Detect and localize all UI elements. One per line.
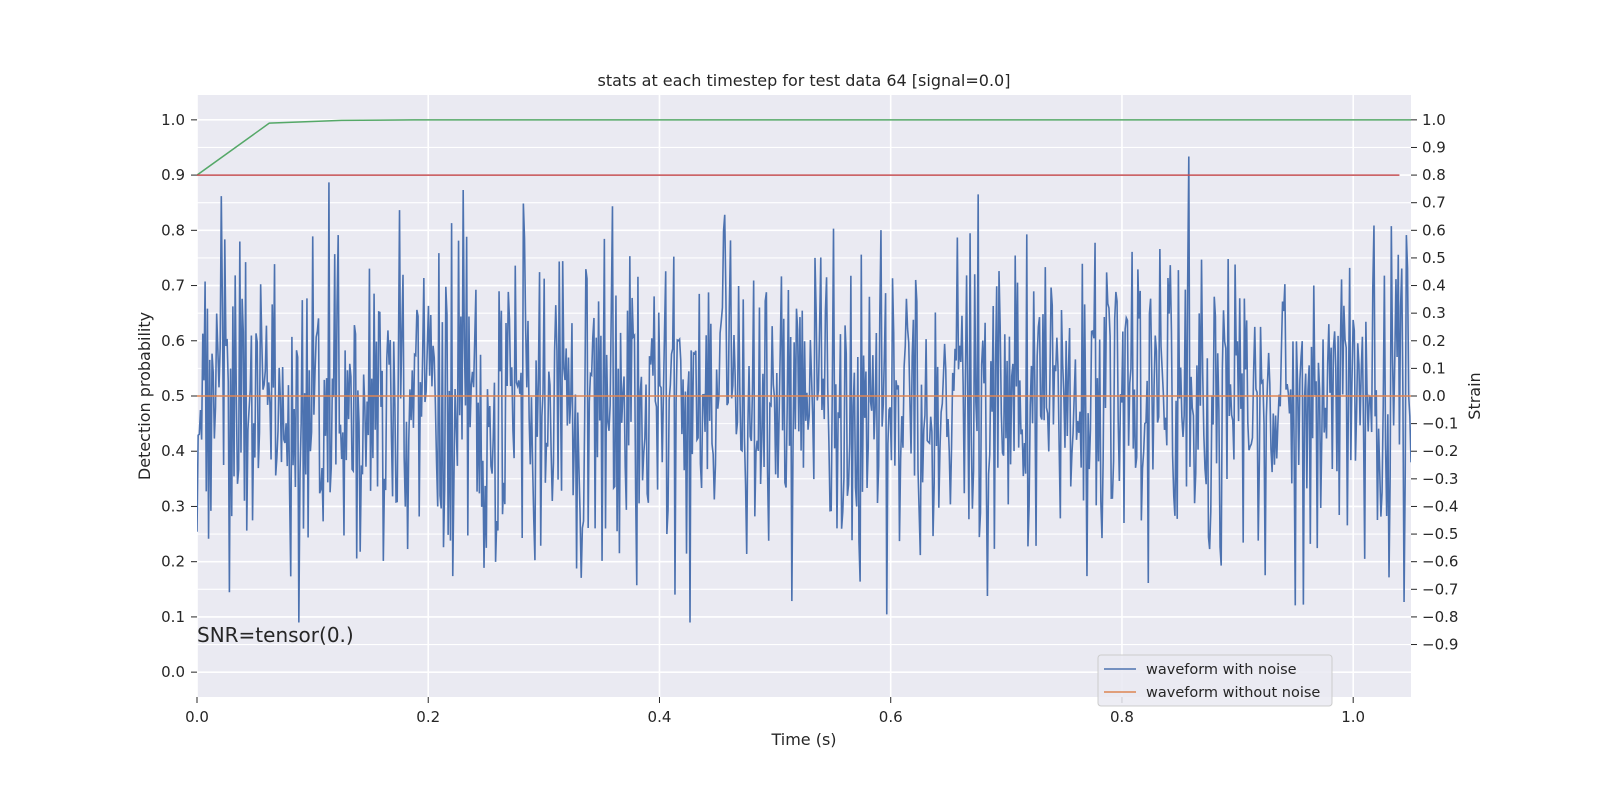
y2-tick-label: −0.5 bbox=[1422, 525, 1458, 543]
snr-annotation: SNR=tensor(0.) bbox=[197, 623, 354, 647]
legend-label-waveform-with-noise: waveform with noise bbox=[1146, 662, 1297, 678]
y2-tick-label: 1.0 bbox=[1422, 111, 1446, 129]
left-y-axis-ticks: 0.0 0.1 0.2 0.3 0.4 0.5 0.6 0.7 0.8 0.9 1.0 bbox=[161, 111, 197, 681]
legend: waveform with noise waveform without noi… bbox=[1097, 654, 1333, 707]
y-tick-label: 0.8 bbox=[161, 221, 185, 239]
y2-tick-label: −0.1 bbox=[1422, 415, 1458, 433]
y-tick-label: 0.6 bbox=[161, 332, 185, 350]
x-axis-label: Time (s) bbox=[770, 730, 836, 749]
y-tick-label: 0.5 bbox=[161, 387, 185, 405]
x-tick-label: 1.0 bbox=[1341, 708, 1365, 726]
y2-tick-label: 0.4 bbox=[1422, 277, 1446, 295]
x-tick-label: 0.2 bbox=[416, 708, 440, 726]
y2-tick-label: 0.2 bbox=[1422, 332, 1446, 350]
y-tick-label: 0.0 bbox=[161, 663, 185, 681]
x-tick-label: 0.4 bbox=[648, 708, 672, 726]
y2-tick-label: −0.7 bbox=[1422, 580, 1458, 598]
y-tick-label: 0.3 bbox=[161, 497, 185, 515]
chart-title: stats at each timestep for test data 64 … bbox=[598, 71, 1011, 90]
y2-tick-label: 0.5 bbox=[1422, 249, 1446, 267]
y-tick-label: 0.7 bbox=[161, 277, 185, 295]
y2-tick-label: 0.0 bbox=[1422, 387, 1446, 405]
y2-tick-label: 0.7 bbox=[1422, 194, 1446, 212]
y2-tick-label: 0.6 bbox=[1422, 221, 1446, 239]
y2-axis-label: Strain bbox=[1465, 372, 1484, 419]
x-axis-ticks: 0.0 0.2 0.4 0.6 0.8 1.0 bbox=[185, 697, 1365, 726]
x-tick-label: 0.8 bbox=[1110, 708, 1134, 726]
right-y-axis-ticks: −0.9 −0.8 −0.7 −0.6 −0.5 −0.4 −0.3 −0.2 −0.1 0.0 0… bbox=[1411, 111, 1458, 654]
series-layer bbox=[197, 119, 1411, 623]
y-tick-label: 0.4 bbox=[161, 442, 185, 460]
y2-tick-label: −0.6 bbox=[1422, 553, 1458, 571]
series-line bbox=[197, 119, 1411, 176]
y-tick-label: 0.2 bbox=[161, 553, 185, 571]
y2-tick-label: −0.2 bbox=[1422, 442, 1458, 460]
y2-tick-label: −0.8 bbox=[1422, 608, 1458, 626]
y2-tick-label: −0.3 bbox=[1422, 470, 1458, 488]
legend-box bbox=[1097, 654, 1333, 707]
y2-tick-label: 0.9 bbox=[1422, 138, 1446, 156]
x-tick-label: 0.0 bbox=[185, 708, 209, 726]
y2-tick-label: −0.9 bbox=[1422, 636, 1458, 654]
y2-tick-label: 0.3 bbox=[1422, 304, 1446, 322]
series-waveform-with-noise bbox=[197, 156, 1411, 623]
y-tick-label: 0.1 bbox=[161, 608, 185, 626]
y2-tick-label: 0.1 bbox=[1422, 359, 1446, 377]
x-tick-label: 0.6 bbox=[879, 708, 903, 726]
y-tick-label: 1.0 bbox=[161, 111, 185, 129]
y-axis-label: Detection probability bbox=[135, 312, 154, 480]
legend-label-waveform-without-noise: waveform without noise bbox=[1146, 685, 1320, 701]
y2-tick-label: −0.4 bbox=[1422, 497, 1458, 515]
y2-tick-label: 0.8 bbox=[1422, 166, 1446, 184]
y-tick-label: 0.9 bbox=[161, 166, 185, 184]
